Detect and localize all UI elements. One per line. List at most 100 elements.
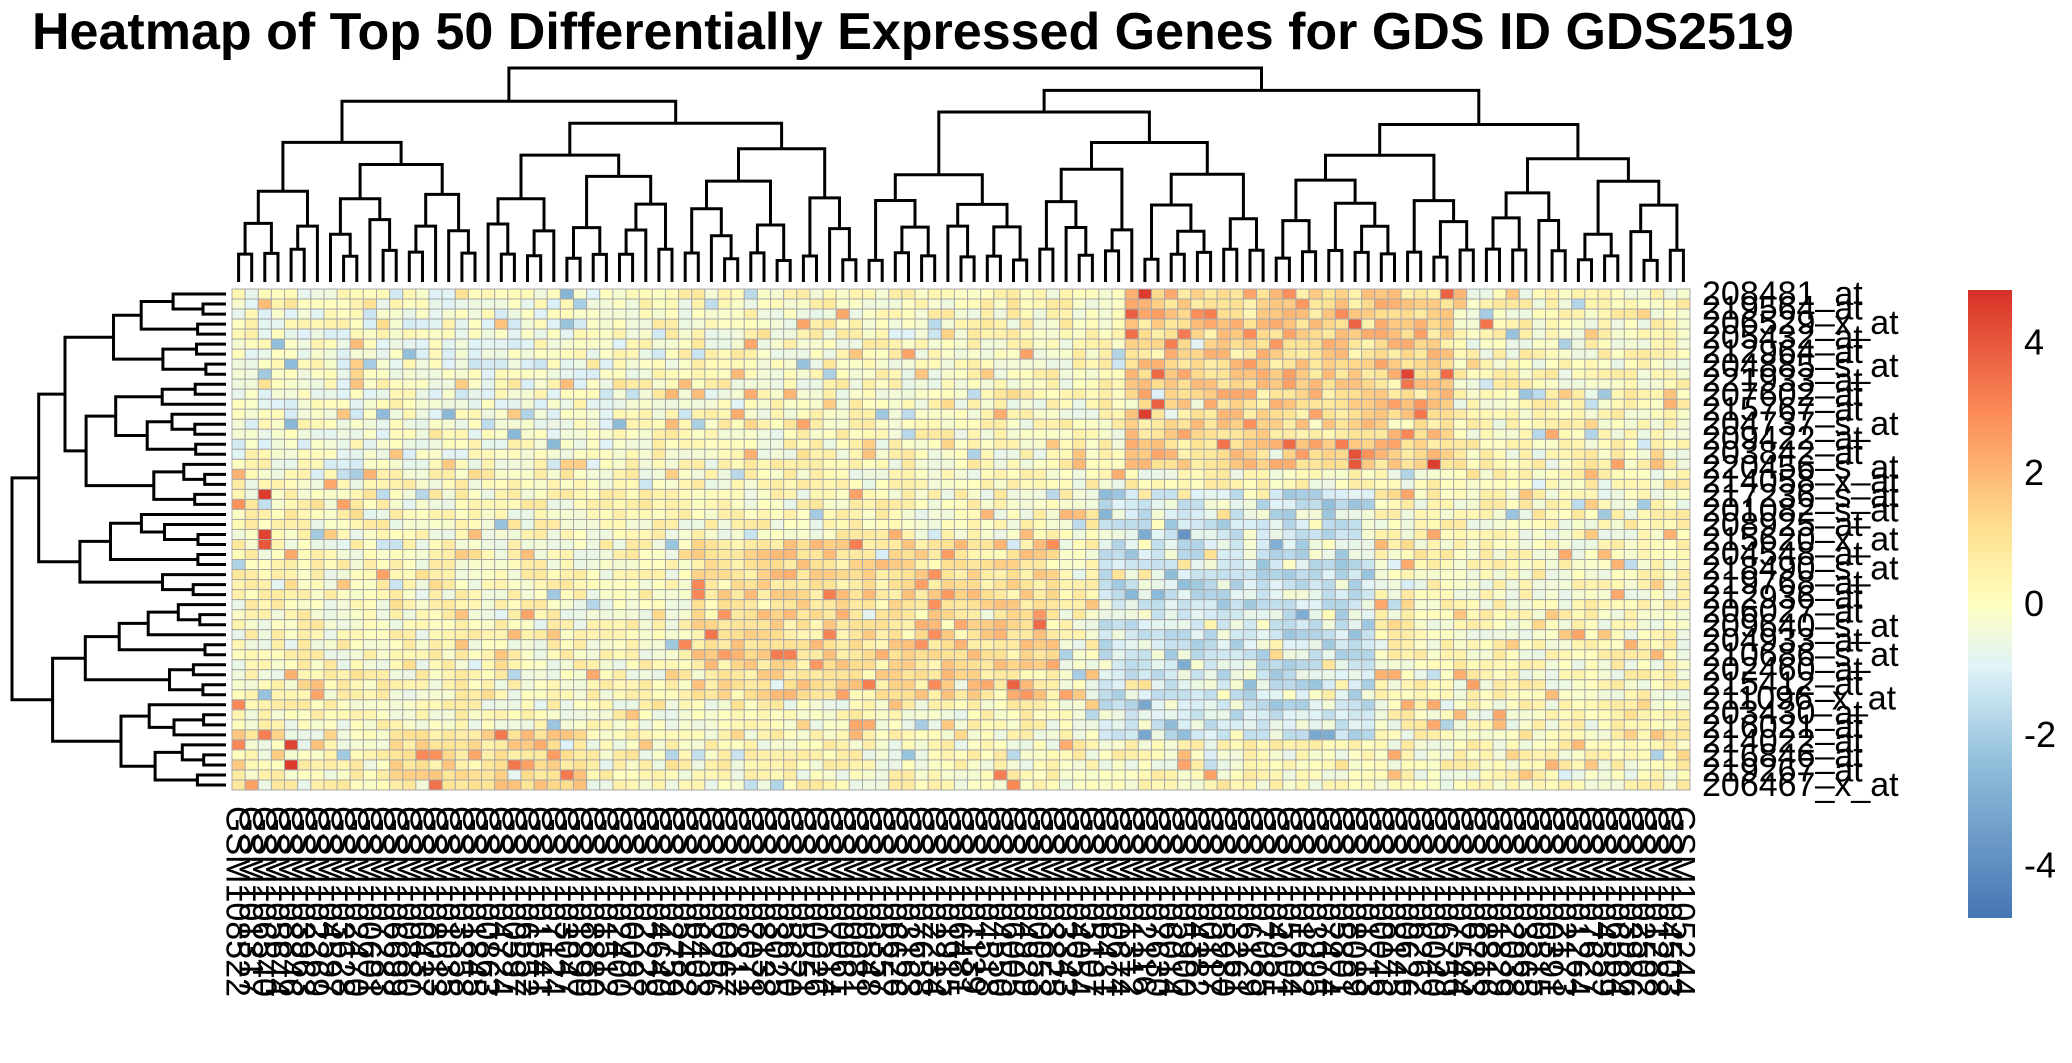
heatmap-cell — [1321, 328, 1336, 340]
heatmap-cell — [1072, 398, 1087, 410]
heatmap-cell — [914, 338, 929, 350]
heatmap-cell — [743, 368, 758, 380]
heatmap-cell — [1374, 629, 1389, 641]
heatmap-cell — [1610, 649, 1625, 661]
heatmap-cell — [1334, 498, 1349, 510]
heatmap-cell — [1295, 609, 1310, 621]
heatmap-cell — [993, 348, 1008, 360]
heatmap-cell — [1269, 709, 1284, 721]
heatmap-cell — [481, 298, 496, 310]
heatmap-cell — [1400, 559, 1415, 571]
heatmap-cell — [1347, 338, 1363, 350]
heatmap-cell — [1137, 418, 1152, 430]
heatmap-cell — [796, 388, 811, 400]
heatmap-cell — [1597, 288, 1612, 300]
heatmap-cell — [402, 518, 417, 530]
heatmap-cell — [1177, 438, 1192, 450]
heatmap-cell — [1190, 549, 1205, 561]
heatmap-cell — [717, 709, 732, 721]
heatmap-cell — [428, 308, 443, 320]
heatmap-cell — [559, 569, 575, 581]
heatmap-cell — [1321, 488, 1336, 500]
heatmap-cell — [783, 388, 798, 400]
heatmap-cell — [1597, 579, 1612, 591]
heatmap-cell — [389, 699, 404, 711]
heatmap-cell — [1216, 318, 1231, 330]
heatmap-cell — [1111, 398, 1126, 410]
heatmap-cell — [927, 689, 942, 701]
heatmap-cell — [310, 649, 325, 661]
heatmap-cell — [1531, 599, 1547, 611]
heatmap-cell — [1479, 418, 1494, 430]
heatmap-cell — [1019, 518, 1034, 530]
heatmap-cell — [389, 629, 404, 641]
heatmap-cell — [1150, 639, 1166, 651]
heatmap-cell — [1177, 448, 1192, 460]
heatmap-cell — [796, 408, 811, 420]
heatmap-cell — [914, 348, 929, 360]
heatmap-cell — [1479, 438, 1494, 450]
heatmap-cell — [1216, 619, 1231, 631]
heatmap-cell — [1269, 518, 1284, 530]
heatmap-cell — [1676, 508, 1691, 520]
heatmap-cell — [1439, 498, 1455, 510]
heatmap-cell — [612, 569, 627, 581]
heatmap-cell — [1150, 398, 1166, 410]
heatmap-cell — [1282, 649, 1297, 661]
heatmap-cell — [428, 619, 443, 631]
heatmap-cell — [1597, 559, 1612, 571]
heatmap-cell — [848, 468, 863, 480]
heatmap-cell — [809, 539, 824, 551]
heatmap-cell — [1032, 288, 1047, 300]
heatmap-cell — [441, 358, 456, 370]
heatmap-cell — [599, 448, 614, 460]
heatmap-cell — [244, 328, 259, 340]
heatmap-cell — [967, 448, 982, 460]
heatmap-cell — [546, 478, 561, 490]
heatmap-cell — [783, 659, 798, 671]
heatmap-cell — [1203, 729, 1218, 741]
heatmap-cell — [362, 448, 377, 460]
heatmap-cell — [743, 659, 758, 671]
heatmap-cell — [1032, 388, 1047, 400]
heatmap-cell — [1663, 559, 1678, 571]
heatmap-cell — [454, 729, 469, 741]
heatmap-cell — [1216, 699, 1231, 711]
heatmap-cell — [1636, 719, 1652, 731]
heatmap-cell — [612, 518, 627, 530]
heatmap-cell — [835, 438, 850, 450]
heatmap-cell — [1571, 589, 1586, 601]
heatmap-cell — [231, 629, 246, 641]
heatmap-cell — [638, 579, 653, 591]
heatmap-cell — [573, 288, 588, 300]
heatmap-cell — [507, 458, 522, 470]
heatmap-cell — [244, 378, 259, 390]
heatmap-cell — [1545, 288, 1560, 300]
heatmap-cell — [1164, 689, 1179, 701]
heatmap-cell — [940, 388, 955, 400]
heatmap-cell — [336, 709, 351, 721]
heatmap-cell — [1190, 418, 1205, 430]
heatmap-cell — [1597, 659, 1612, 671]
heatmap-cell — [888, 589, 903, 601]
heatmap-cell — [1098, 498, 1113, 510]
heatmap-cell — [730, 408, 745, 420]
heatmap-cell — [678, 649, 693, 661]
heatmap-cell — [1164, 609, 1179, 621]
heatmap-cell — [730, 559, 745, 571]
heatmap-cell — [1439, 308, 1455, 320]
heatmap-cell — [980, 729, 995, 741]
heatmap-cell — [743, 448, 758, 460]
heatmap-cell — [730, 468, 745, 480]
heatmap-cell — [625, 528, 640, 540]
heatmap-cell — [494, 438, 509, 450]
heatmap-cell — [1137, 559, 1152, 571]
heatmap-cell — [1190, 508, 1205, 520]
heatmap-cell — [625, 418, 640, 430]
heatmap-cell — [1663, 488, 1678, 500]
heatmap-cell — [1150, 368, 1166, 380]
heatmap-cell — [1545, 589, 1560, 601]
heatmap-cell — [1006, 458, 1021, 470]
heatmap-cell — [1256, 378, 1271, 390]
heatmap-cell — [244, 528, 259, 540]
